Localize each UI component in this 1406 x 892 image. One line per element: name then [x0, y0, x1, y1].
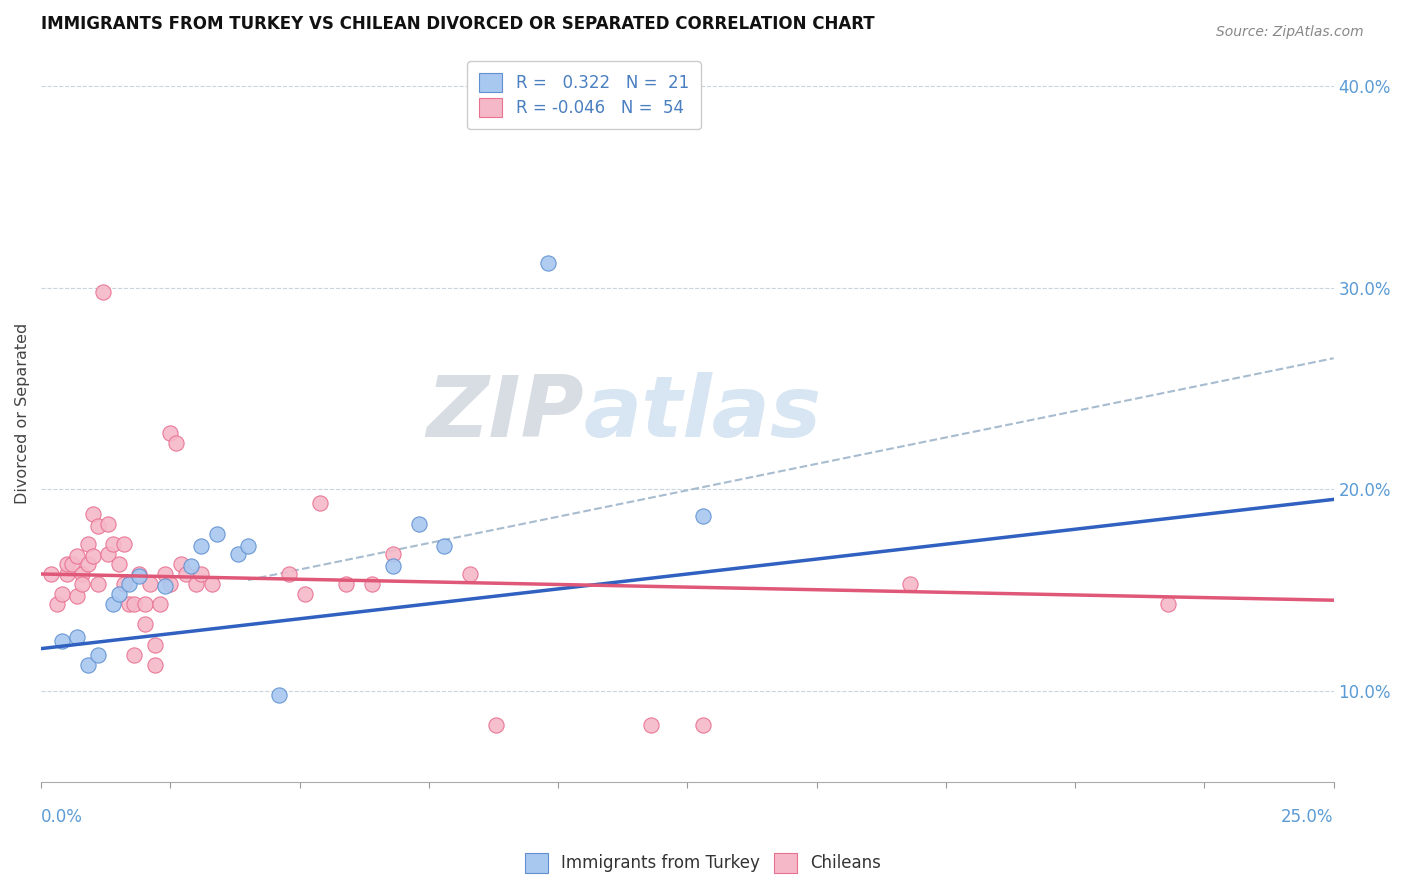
Point [692, 718, 714, 732]
Point [122, 648, 145, 662]
Y-axis label: Divorced or Separated: Divorced or Separated [15, 323, 30, 504]
Point [190, 539, 212, 553]
Point [433, 539, 456, 553]
Point [381, 547, 404, 561]
Point [60, 557, 83, 571]
Point [56, 566, 79, 581]
Point [485, 718, 508, 732]
Point [294, 587, 316, 601]
Text: ZIP: ZIP [426, 372, 583, 455]
Legend: R =   0.322   N =  21, R = -0.046   N =  54: R = 0.322 N = 21, R = -0.046 N = 54 [467, 62, 700, 129]
Point [66, 630, 89, 644]
Point [122, 597, 145, 611]
Point [107, 557, 129, 571]
Point [107, 587, 129, 601]
Point [51, 587, 73, 601]
Point [66, 589, 89, 603]
Point [112, 577, 135, 591]
Point [180, 558, 202, 573]
Point [153, 579, 176, 593]
Point [51, 633, 73, 648]
Point [381, 558, 404, 573]
Point [118, 597, 141, 611]
Point [408, 516, 430, 531]
Text: IMMIGRANTS FROM TURKEY VS CHILEAN DIVORCED OR SEPARATED CORRELATION CHART: IMMIGRANTS FROM TURKEY VS CHILEAN DIVORC… [41, 15, 875, 33]
Point [76, 557, 98, 571]
Point [640, 718, 662, 732]
Point [91, 285, 114, 299]
Point [76, 537, 98, 551]
Point [103, 597, 125, 611]
Point [335, 577, 357, 591]
Point [537, 256, 560, 270]
Point [97, 516, 120, 531]
Point [898, 577, 921, 591]
Point [134, 597, 156, 611]
Point [128, 569, 150, 583]
Point [97, 547, 120, 561]
Point [118, 577, 141, 591]
Point [309, 496, 332, 510]
Point [458, 566, 481, 581]
Point [744, 798, 766, 813]
Point [267, 688, 290, 702]
Point [138, 577, 160, 591]
Point [692, 508, 714, 523]
Point [82, 549, 104, 563]
Text: 0.0%: 0.0% [41, 808, 83, 826]
Point [82, 507, 104, 521]
Point [159, 425, 181, 440]
Point [56, 557, 79, 571]
Point [190, 566, 212, 581]
Point [134, 617, 156, 632]
Point [236, 539, 259, 553]
Point [361, 577, 384, 591]
Point [153, 566, 176, 581]
Point [76, 657, 98, 672]
Point [143, 657, 166, 672]
Point [226, 547, 249, 561]
Text: 25.0%: 25.0% [1281, 808, 1334, 826]
Point [103, 537, 125, 551]
Point [278, 566, 301, 581]
Point [149, 597, 172, 611]
Point [66, 549, 89, 563]
Point [170, 557, 193, 571]
Point [112, 537, 135, 551]
Point [143, 638, 166, 652]
Point [1157, 597, 1180, 611]
Point [72, 577, 94, 591]
Point [41, 566, 63, 581]
Point [72, 566, 94, 581]
Point [128, 566, 150, 581]
Point [45, 597, 67, 611]
Point [174, 566, 197, 581]
Point [87, 577, 110, 591]
Point [205, 526, 228, 541]
Legend: Immigrants from Turkey, Chileans: Immigrants from Turkey, Chileans [519, 847, 887, 880]
Point [165, 436, 187, 450]
Point [186, 577, 208, 591]
Text: atlas: atlas [583, 372, 823, 455]
Text: Source: ZipAtlas.com: Source: ZipAtlas.com [1216, 25, 1364, 39]
Point [159, 577, 181, 591]
Point [201, 577, 224, 591]
Point [87, 518, 110, 533]
Point [87, 648, 110, 662]
